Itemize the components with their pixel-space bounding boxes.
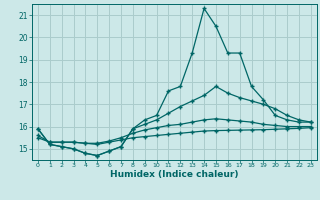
X-axis label: Humidex (Indice chaleur): Humidex (Indice chaleur) [110, 170, 239, 179]
